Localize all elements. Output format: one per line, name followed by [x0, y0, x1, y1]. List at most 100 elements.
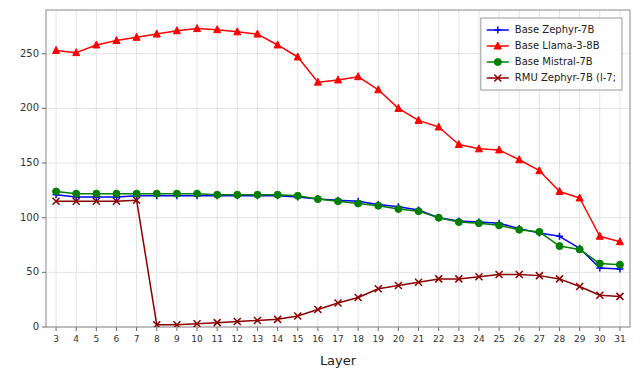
series-marker: [596, 260, 603, 267]
series-marker: [153, 321, 160, 327]
legend-marker: [494, 75, 501, 82]
series-marker: [556, 233, 563, 240]
x-tick-label: 13: [252, 334, 263, 344]
x-grid-line: [478, 10, 479, 327]
x-tick-label: 16: [312, 334, 324, 344]
x-grid-line: [156, 10, 157, 327]
x-tick: [519, 327, 520, 331]
x-tick-label: 22: [433, 334, 444, 344]
x-tick: [398, 327, 399, 331]
series-marker: [314, 196, 321, 203]
series-marker: [435, 214, 442, 221]
series-marker: [234, 318, 241, 325]
series-marker: [234, 28, 241, 35]
legend-label: RMU Zephyr-7B (l-7;: [515, 72, 616, 83]
series-marker: [395, 282, 402, 289]
legend: Base Zephyr-7BBase Llama-3-8BBase Mistra…: [481, 18, 622, 90]
series-marker: [415, 116, 422, 123]
x-grid-line: [338, 10, 339, 327]
x-tick: [358, 327, 359, 331]
x-axis-label: Layer: [320, 353, 357, 368]
x-tick: [338, 327, 339, 331]
series-marker: [556, 275, 563, 282]
x-grid-line: [257, 10, 258, 327]
series-marker: [93, 190, 100, 197]
series-marker: [455, 140, 462, 147]
x-tick: [217, 327, 218, 331]
x-tick-label: 30: [594, 334, 606, 344]
legend-label: Base Mistral-7B: [515, 56, 593, 67]
x-grid-line: [56, 10, 57, 327]
series-marker: [516, 226, 523, 233]
series-marker: [375, 202, 382, 209]
x-tick-label: 18: [352, 334, 364, 344]
series-marker: [73, 49, 80, 56]
x-tick: [96, 327, 97, 331]
series-marker: [355, 294, 362, 301]
series-marker: [153, 190, 160, 197]
series-marker: [435, 123, 442, 130]
x-tick: [539, 327, 540, 331]
chart: 0501001502002503456789101112131415161718…: [0, 0, 640, 373]
x-tick-label: 10: [191, 334, 203, 344]
x-tick: [317, 327, 318, 331]
x-grid-line: [76, 10, 77, 327]
x-tick: [176, 327, 177, 331]
series-marker: [556, 243, 563, 250]
series-marker: [516, 271, 523, 278]
series-marker: [173, 190, 180, 197]
series-marker: [254, 317, 261, 324]
x-tick-label: 31: [614, 334, 625, 344]
x-grid-line: [378, 10, 379, 327]
series-marker: [395, 205, 402, 212]
x-tick: [499, 327, 500, 331]
series-marker: [294, 53, 301, 60]
x-tick-label: 29: [574, 334, 586, 344]
x-tick: [76, 327, 77, 331]
series-marker: [475, 273, 482, 280]
series-marker: [53, 198, 60, 205]
x-tick-label: 21: [413, 334, 424, 344]
y-tick-label: 250: [20, 48, 39, 59]
series-marker: [496, 222, 503, 229]
y-tick: [42, 163, 46, 164]
series-marker: [294, 192, 301, 199]
x-tick-label: 14: [272, 334, 284, 344]
series-marker: [274, 316, 281, 323]
series-marker: [214, 26, 221, 33]
series-marker: [556, 187, 563, 194]
series-marker: [496, 146, 503, 153]
series-line: [56, 29, 620, 242]
series-marker: [576, 194, 583, 201]
x-tick-label: 11: [211, 334, 222, 344]
x-tick: [458, 327, 459, 331]
series-marker: [274, 41, 281, 48]
series-marker: [254, 191, 261, 198]
legend-label: Base Zephyr-7B: [515, 24, 595, 35]
x-grid-line: [277, 10, 278, 327]
x-grid-line: [358, 10, 359, 327]
series-marker: [214, 191, 221, 198]
y-tick: [42, 53, 46, 54]
series-marker: [616, 238, 623, 245]
series-marker: [375, 285, 382, 292]
series-marker: [113, 190, 120, 197]
series-marker: [536, 272, 543, 279]
series-marker: [596, 292, 603, 299]
x-tick: [559, 327, 560, 331]
series-marker: [375, 86, 382, 93]
x-tick: [438, 327, 439, 331]
series-marker: [194, 25, 201, 32]
y-tick: [42, 108, 46, 109]
x-tick-label: 9: [174, 334, 180, 344]
y-tick-label: 150: [20, 157, 39, 168]
series-marker: [93, 198, 100, 205]
x-tick: [257, 327, 258, 331]
series-marker: [113, 198, 120, 205]
y-tick: [42, 327, 46, 328]
x-tick-label: 8: [154, 334, 160, 344]
x-grid-line: [237, 10, 238, 327]
series-marker: [596, 232, 603, 239]
series-marker: [496, 271, 503, 278]
series-marker: [576, 246, 583, 253]
